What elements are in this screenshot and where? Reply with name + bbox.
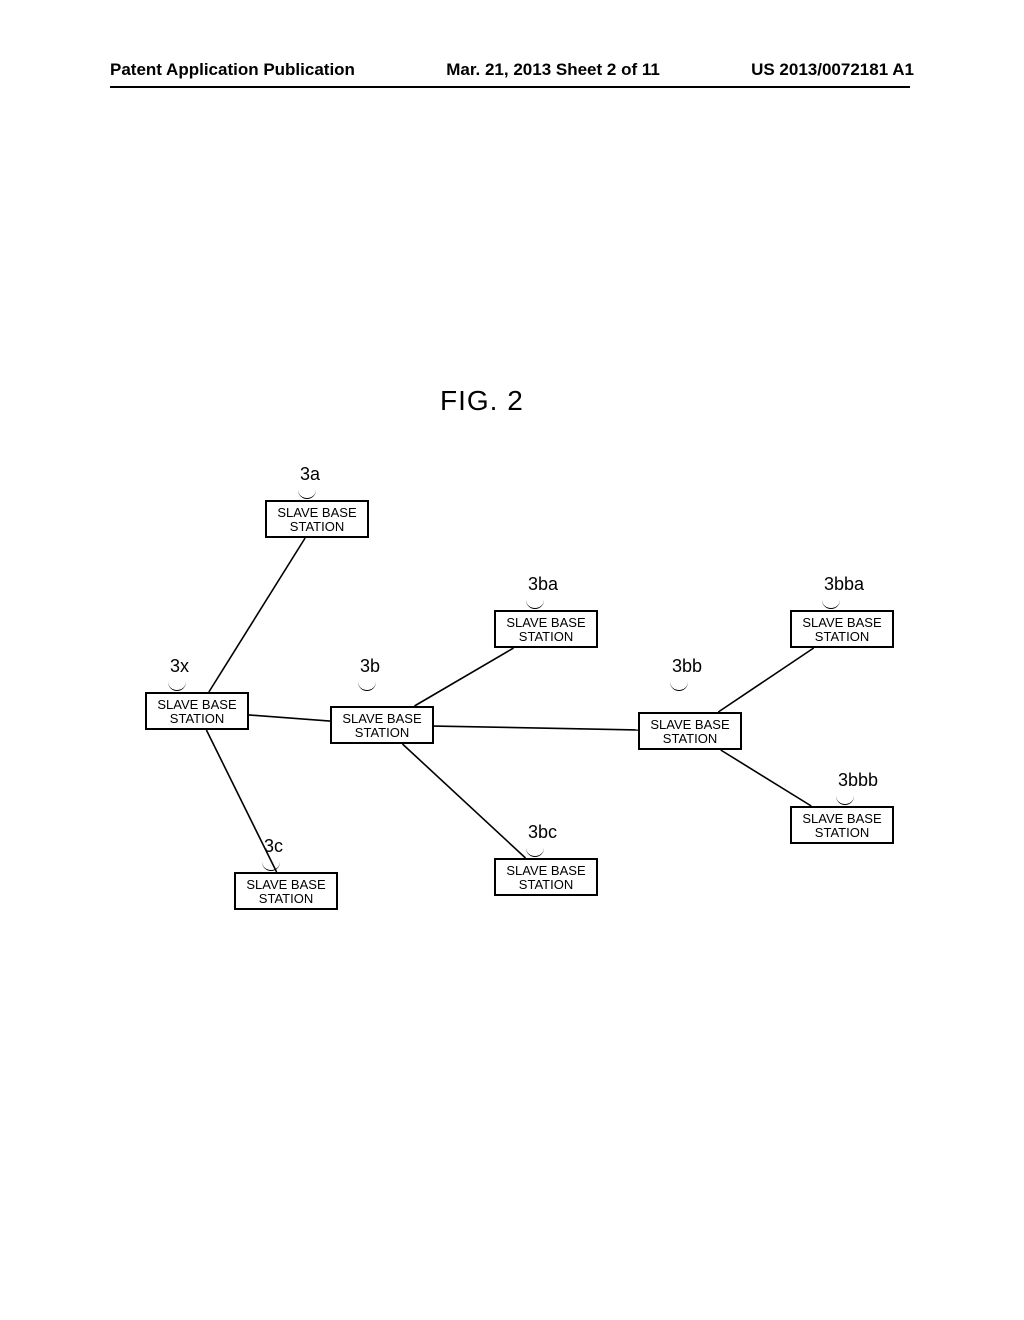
node-label-3bbb: 3bbb xyxy=(838,770,878,791)
node-text-line2: STATION xyxy=(663,731,717,746)
node-label-3a: 3a xyxy=(300,464,320,485)
node-text-line2: STATION xyxy=(815,825,869,840)
node-label-3c: 3c xyxy=(264,836,283,857)
node-3a: SLAVE BASESTATION xyxy=(265,500,369,538)
node-label-3bba: 3bba xyxy=(824,574,864,595)
diagram-edges xyxy=(0,0,1024,1320)
node-label-3b: 3b xyxy=(360,656,380,677)
node-text-line2: STATION xyxy=(290,519,344,534)
node-3x: SLAVE BASESTATION xyxy=(145,692,249,730)
node-label-3ba: 3ba xyxy=(528,574,558,595)
edge-3b-3bc xyxy=(403,744,526,858)
node-3b: SLAVE BASESTATION xyxy=(330,706,434,744)
node-label-3bb: 3bb xyxy=(672,656,702,677)
edge-3b-3bb xyxy=(434,726,638,730)
node-text-line2: STATION xyxy=(519,629,573,644)
edge-3x-3a xyxy=(209,538,305,692)
node-3bb: SLAVE BASESTATION xyxy=(638,712,742,750)
patent-figure-page: Patent Application Publication Mar. 21, … xyxy=(0,0,1024,1320)
node-text-line2: STATION xyxy=(815,629,869,644)
node-3c: SLAVE BASESTATION xyxy=(234,872,338,910)
node-3ba: SLAVE BASESTATION xyxy=(494,610,598,648)
node-3bc: SLAVE BASESTATION xyxy=(494,858,598,896)
edge-3b-3ba xyxy=(414,648,513,706)
node-text-line2: STATION xyxy=(355,725,409,740)
node-3bbb: SLAVE BASESTATION xyxy=(790,806,894,844)
edge-3bb-3bba xyxy=(718,648,813,712)
node-label-3bc: 3bc xyxy=(528,822,557,843)
edge-3x-3b xyxy=(249,715,330,721)
node-3bba: SLAVE BASESTATION xyxy=(790,610,894,648)
node-label-3x: 3x xyxy=(170,656,189,677)
node-text-line2: STATION xyxy=(519,877,573,892)
node-text-line2: STATION xyxy=(259,891,313,906)
edge-3bb-3bbb xyxy=(721,750,812,806)
node-text-line2: STATION xyxy=(170,711,224,726)
